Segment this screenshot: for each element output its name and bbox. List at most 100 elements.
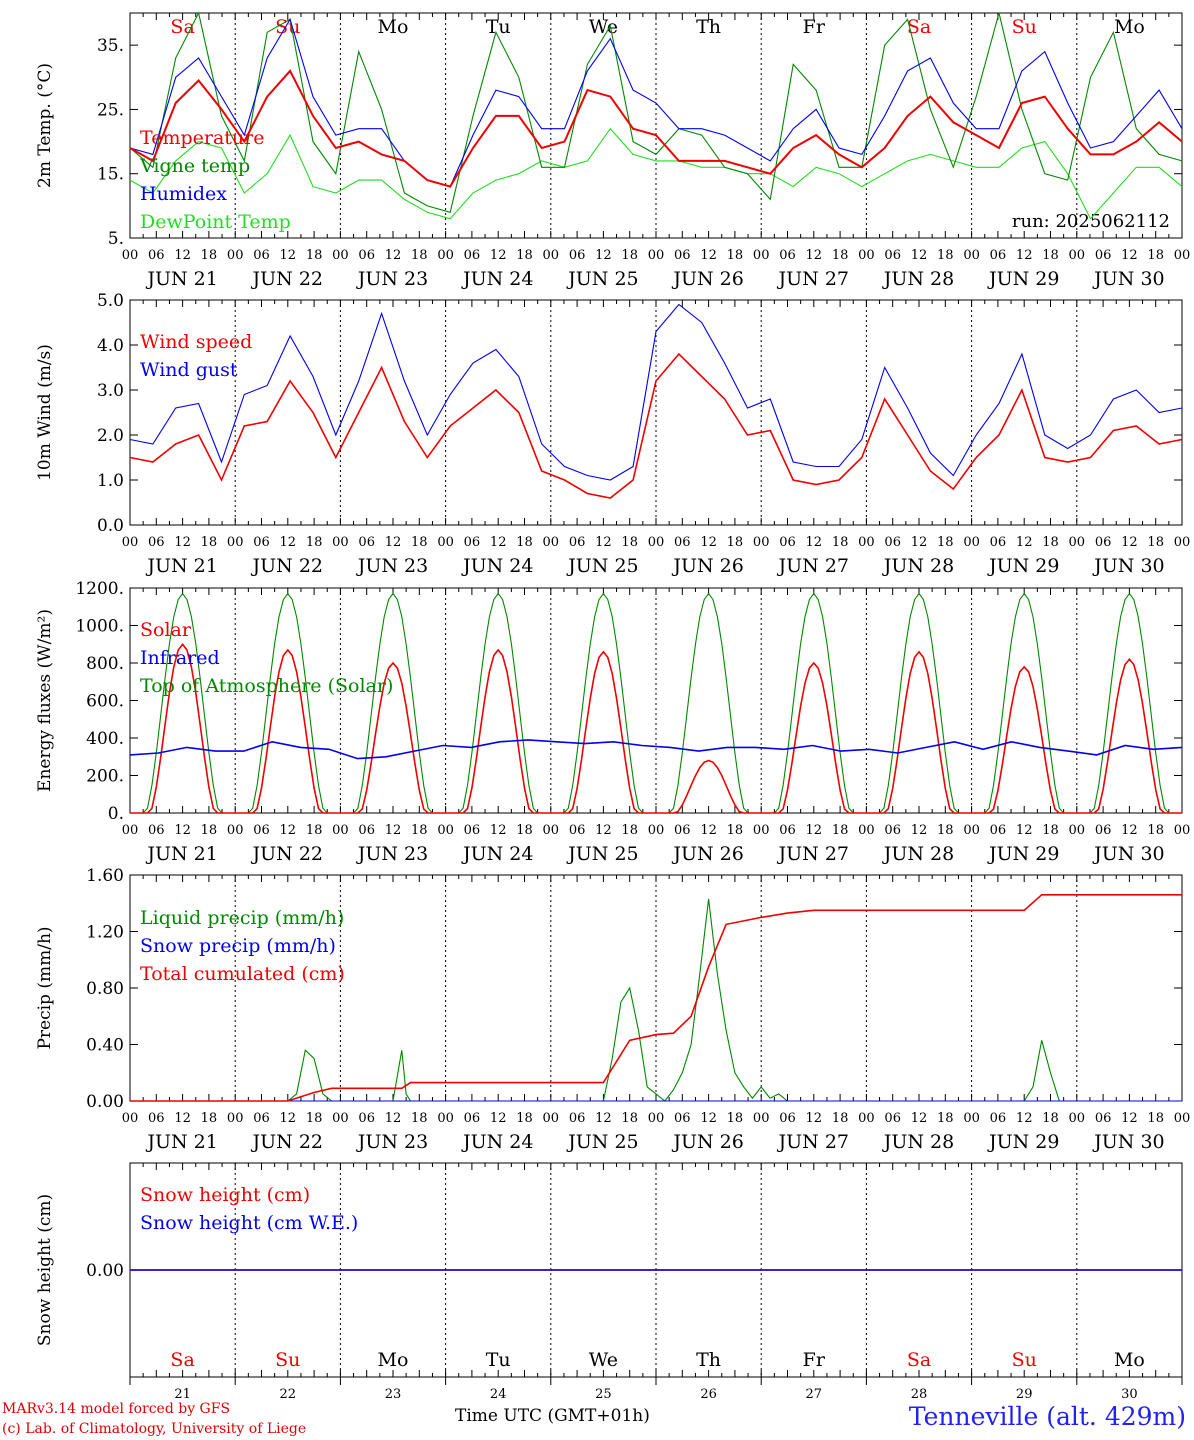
date-label: JUN 29 [987, 843, 1059, 865]
hour-label: 00 [227, 248, 244, 263]
hour-label: 12 [806, 1111, 823, 1126]
hour-label: 12 [911, 535, 928, 550]
hour-label: 00 [858, 1111, 875, 1126]
hour-label: 12 [1121, 823, 1138, 838]
hour-label: 00 [122, 823, 139, 838]
hour-label: 00 [753, 823, 770, 838]
series-line [130, 642, 1182, 814]
hour-label: 00 [1174, 535, 1191, 550]
hour-label: 00 [122, 535, 139, 550]
hour-label: 06 [990, 248, 1007, 263]
hour-label: 06 [358, 248, 375, 263]
hour-label: 18 [306, 823, 323, 838]
hour-label: 12 [806, 823, 823, 838]
weekday-label: Mo [378, 1349, 409, 1371]
model-credit: MARv3.14 model forced by GFS [2, 1401, 231, 1417]
hour-label: 00 [437, 248, 454, 263]
legend-entry: Snow height (cm W.E.) [140, 1212, 358, 1234]
hour-label: 12 [385, 248, 402, 263]
hour-label: 18 [727, 535, 744, 550]
hour-label: 12 [595, 823, 612, 838]
date-label: JUN 27 [777, 1131, 849, 1153]
hour-label: 12 [174, 823, 191, 838]
date-label: JUN 25 [566, 1131, 638, 1153]
series-line [130, 893, 1182, 1102]
hour-label: 00 [543, 823, 560, 838]
hour-label: 06 [253, 1111, 270, 1126]
hour-label: 06 [464, 248, 481, 263]
hour-label: 00 [227, 823, 244, 838]
hour-label: 06 [884, 823, 901, 838]
hour-label: 18 [516, 248, 533, 263]
series-line [129, 69, 1183, 188]
date-label: JUN 30 [1092, 843, 1164, 865]
hour-label: 12 [595, 535, 612, 550]
day-number: 28 [911, 1387, 928, 1402]
station-label: Tenneville (alt. 429m) [908, 1402, 1186, 1431]
hour-label: 06 [148, 535, 165, 550]
hour-label: 12 [280, 823, 297, 838]
y-tick-label: 15. [97, 165, 124, 185]
date-label: JUN 24 [461, 843, 533, 865]
hour-label: 00 [227, 535, 244, 550]
hour-label: 12 [1121, 1111, 1138, 1126]
y-tick-label: 0.00 [86, 1261, 124, 1281]
date-label: JUN 28 [882, 268, 954, 290]
date-label: JUN 23 [356, 1131, 428, 1153]
y-tick-label: 800. [86, 654, 124, 674]
y-tick-label: 3.0 [97, 381, 124, 401]
date-label: JUN 21 [145, 1131, 217, 1153]
date-label: JUN 25 [566, 843, 638, 865]
weekday-label: Mo [1114, 1349, 1145, 1371]
hour-label: 18 [621, 535, 638, 550]
y-tick-label: 1.20 [86, 923, 124, 943]
hour-label: 06 [990, 823, 1007, 838]
hour-label: 12 [385, 535, 402, 550]
series-line [129, 127, 1183, 220]
hour-label: 00 [753, 248, 770, 263]
date-label: JUN 21 [145, 843, 217, 865]
weekday-label: Su [275, 16, 300, 38]
hour-label: 00 [1174, 1111, 1191, 1126]
y-tick-label: 4.0 [97, 336, 124, 356]
date-label: JUN 30 [1092, 1131, 1164, 1153]
y-tick-label: 0.00 [86, 1092, 124, 1112]
hour-label: 12 [174, 535, 191, 550]
hour-label: 06 [253, 535, 270, 550]
weekday-label: Fr [803, 16, 826, 38]
hour-label: 12 [911, 823, 928, 838]
hour-label: 06 [569, 823, 586, 838]
hour-label: 06 [358, 823, 375, 838]
hour-label: 18 [832, 1111, 849, 1126]
hour-label: 18 [1147, 248, 1164, 263]
hour-label: 18 [1042, 248, 1059, 263]
hour-label: 18 [832, 248, 849, 263]
weekday-label: Sa [907, 16, 931, 38]
hour-label: 12 [911, 1111, 928, 1126]
date-label: JUN 27 [777, 268, 849, 290]
legend-entry: Top of Atmosphere (Solar) [140, 675, 393, 697]
hour-label: 12 [1016, 823, 1033, 838]
date-label: JUN 25 [566, 555, 638, 577]
legend-entry: Wind speed [140, 331, 252, 353]
hour-label: 06 [884, 248, 901, 263]
series-line [129, 352, 1183, 499]
y-tick-label: 200. [86, 767, 124, 787]
y-tick-label: 25. [97, 100, 124, 120]
hour-label: 18 [832, 823, 849, 838]
hour-label: 00 [753, 535, 770, 550]
legend-entry: DewPoint Temp [140, 211, 291, 233]
hour-label: 12 [280, 1111, 297, 1126]
hour-label: 06 [674, 248, 691, 263]
hour-label: 00 [648, 823, 665, 838]
legend-entry: Total cumulated (cm) [140, 963, 345, 985]
hour-label: 06 [464, 1111, 481, 1126]
y-tick-label: 0.0 [97, 516, 124, 536]
legend-entry: Wind gust [140, 359, 238, 381]
weekday-label: Su [1012, 1349, 1037, 1371]
hour-label: 06 [358, 1111, 375, 1126]
hour-label: 06 [1095, 535, 1112, 550]
weekday-label: Fr [803, 1349, 826, 1371]
hour-label: 18 [937, 535, 954, 550]
